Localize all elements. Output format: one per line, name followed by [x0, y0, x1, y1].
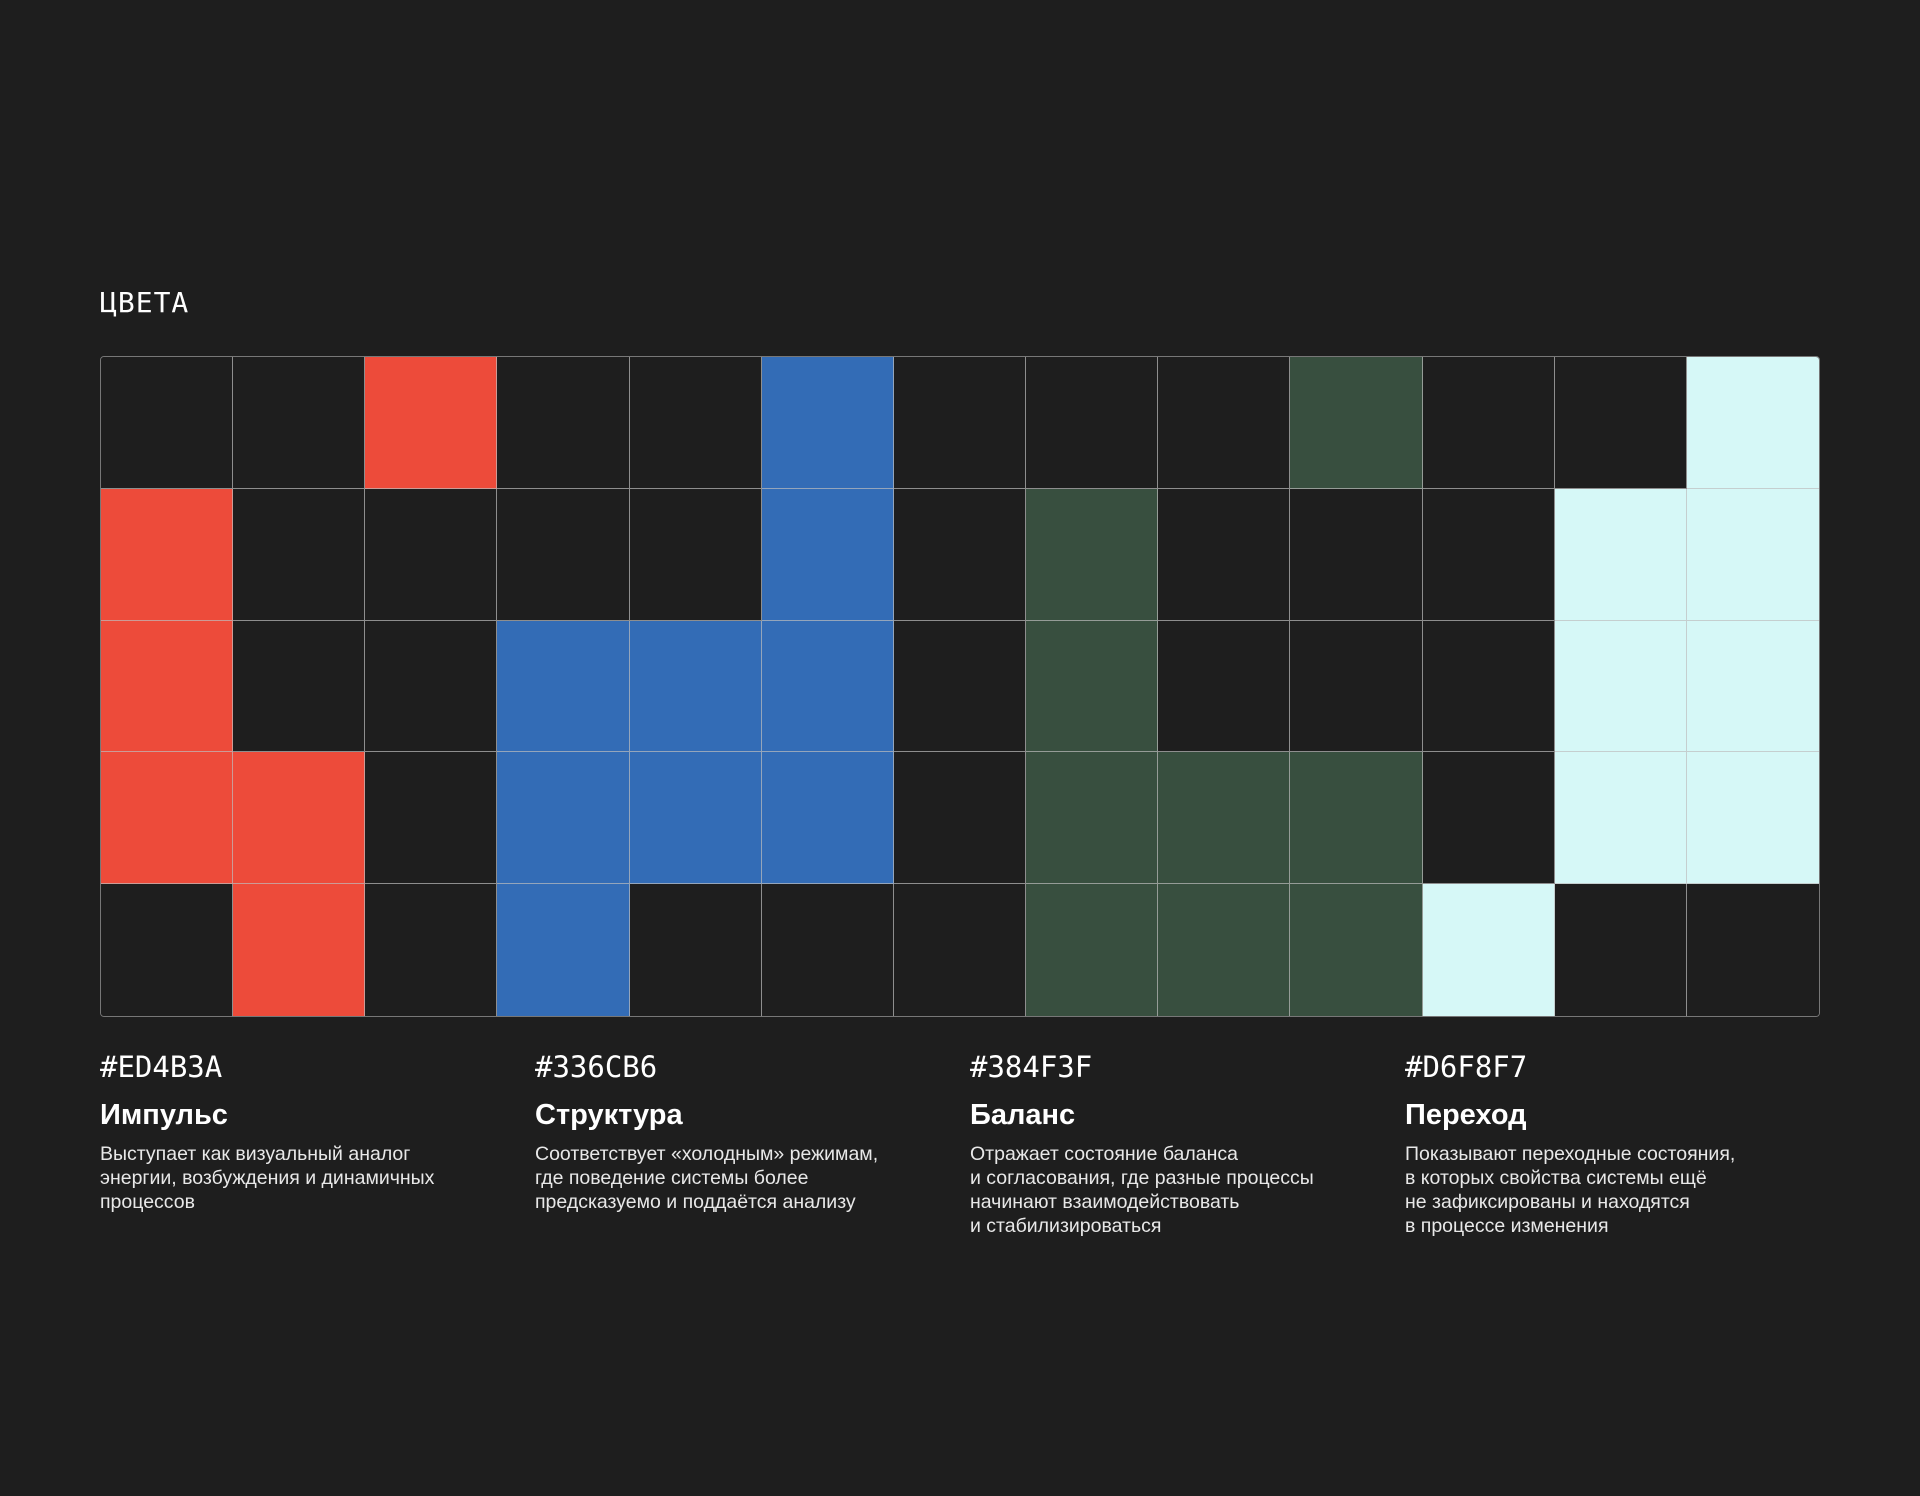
- grid-cell-empty: [629, 357, 762, 489]
- grid-cell-empty: [1290, 620, 1423, 753]
- grid-cell-empty: [1026, 357, 1159, 489]
- grid-cell-structure: [761, 752, 894, 885]
- grid-cell-impulse: [101, 620, 234, 753]
- grid-cell-structure: [629, 752, 762, 885]
- grid-cell-empty: [1554, 884, 1687, 1016]
- grid-cell-structure: [761, 620, 894, 753]
- legend-item-transition: #D6F8F7 Переход Показывают переходные со…: [1405, 1048, 1840, 1238]
- grid-cell-empty: [1158, 620, 1291, 753]
- grid-cell-transition: [1554, 752, 1687, 885]
- legend-item-structure: #336CB6 Структура Соответствует «холодны…: [535, 1048, 970, 1238]
- grid-cell-empty: [365, 620, 498, 753]
- grid-cell-impulse: [365, 357, 498, 489]
- grid-cell-balance: [1290, 884, 1423, 1016]
- color-name: Переход: [1405, 1099, 1527, 1131]
- grid-cell-transition: [1686, 620, 1819, 753]
- grid-cell-impulse: [101, 752, 234, 885]
- grid-cell-empty: [893, 884, 1027, 1016]
- legend-item-impulse: #ED4B3A Импульс Выступает как визуальный…: [100, 1048, 535, 1238]
- grid-cell-empty: [1422, 488, 1555, 621]
- grid-cell-transition: [1686, 357, 1819, 489]
- grid-cell-transition: [1686, 752, 1819, 885]
- grid-cell-empty: [893, 752, 1027, 885]
- grid-cell-empty: [233, 488, 366, 621]
- grid-cell-empty: [629, 488, 762, 621]
- grid-cell-balance: [1290, 357, 1423, 489]
- grid-cell-structure: [497, 620, 630, 753]
- color-description: Показывают переходные состояния, в котор…: [1405, 1143, 1736, 1237]
- grid-cell-empty: [1422, 620, 1555, 753]
- grid-cell-balance: [1026, 884, 1159, 1016]
- grid-cell-empty: [233, 357, 366, 489]
- grid-cell-empty: [101, 357, 234, 489]
- grid-cell-impulse: [233, 752, 366, 885]
- grid-cell-empty: [1554, 357, 1687, 489]
- grid-cell-structure: [761, 488, 894, 621]
- grid-cell-balance: [1026, 620, 1159, 753]
- grid-cell-balance: [1158, 752, 1291, 885]
- grid-cell-empty: [365, 488, 498, 621]
- color-description: Выступает как визуальный аналог энергии,…: [100, 1143, 435, 1213]
- grid-cell-transition: [1554, 488, 1687, 621]
- grid-cell-empty: [1158, 357, 1291, 489]
- grid-cell-empty: [761, 884, 894, 1016]
- grid-cell-structure: [497, 752, 630, 885]
- legend-item-balance: #384F3F Баланс Отражает состояние баланс…: [970, 1048, 1405, 1238]
- color-description: Отражает состояние баланса и согласовани…: [970, 1143, 1314, 1237]
- section-title: ЦВЕТА: [100, 286, 190, 319]
- grid-cell-structure: [629, 620, 762, 753]
- grid-cell-balance: [1290, 752, 1423, 885]
- color-hex-code: #384F3F: [970, 1050, 1093, 1084]
- grid-cell-balance: [1158, 884, 1291, 1016]
- grid-cell-empty: [629, 884, 762, 1016]
- color-name: Импульс: [100, 1099, 228, 1131]
- grid-cell-empty: [1290, 488, 1423, 621]
- grid-cell-empty: [233, 620, 366, 753]
- color-hex-code: #D6F8F7: [1405, 1050, 1528, 1084]
- grid-cell-empty: [893, 357, 1027, 489]
- color-hex-code: #336CB6: [535, 1050, 658, 1084]
- color-description: Соответствует «холодным» режимам, где по…: [535, 1143, 879, 1213]
- grid-cell-empty: [1158, 488, 1291, 621]
- grid-cell-empty: [1422, 752, 1555, 885]
- color-grid: [100, 356, 1820, 1017]
- grid-cell-balance: [1026, 488, 1159, 621]
- grid-cell-balance: [1026, 752, 1159, 885]
- grid-cell-transition: [1686, 488, 1819, 621]
- grid-cell-impulse: [233, 884, 366, 1016]
- grid-cell-empty: [101, 884, 234, 1016]
- color-hex-code: #ED4B3A: [100, 1050, 223, 1084]
- grid-cell-empty: [365, 752, 498, 885]
- color-name: Структура: [535, 1099, 683, 1131]
- grid-cell-empty: [497, 357, 630, 489]
- color-name: Баланс: [970, 1099, 1076, 1131]
- grid-cell-empty: [1686, 884, 1819, 1016]
- grid-cell-empty: [893, 620, 1027, 753]
- grid-cell-transition: [1554, 620, 1687, 753]
- grid-cell-impulse: [101, 488, 234, 621]
- grid-cell-structure: [761, 357, 894, 489]
- grid-cell-empty: [497, 488, 630, 621]
- grid-cell-structure: [497, 884, 630, 1016]
- color-legend: #ED4B3A Импульс Выступает как визуальный…: [100, 1048, 1840, 1238]
- grid-cell-empty: [893, 488, 1027, 621]
- grid-cell-empty: [365, 884, 498, 1016]
- grid-cell-transition: [1422, 884, 1555, 1016]
- grid-cell-empty: [1422, 357, 1555, 489]
